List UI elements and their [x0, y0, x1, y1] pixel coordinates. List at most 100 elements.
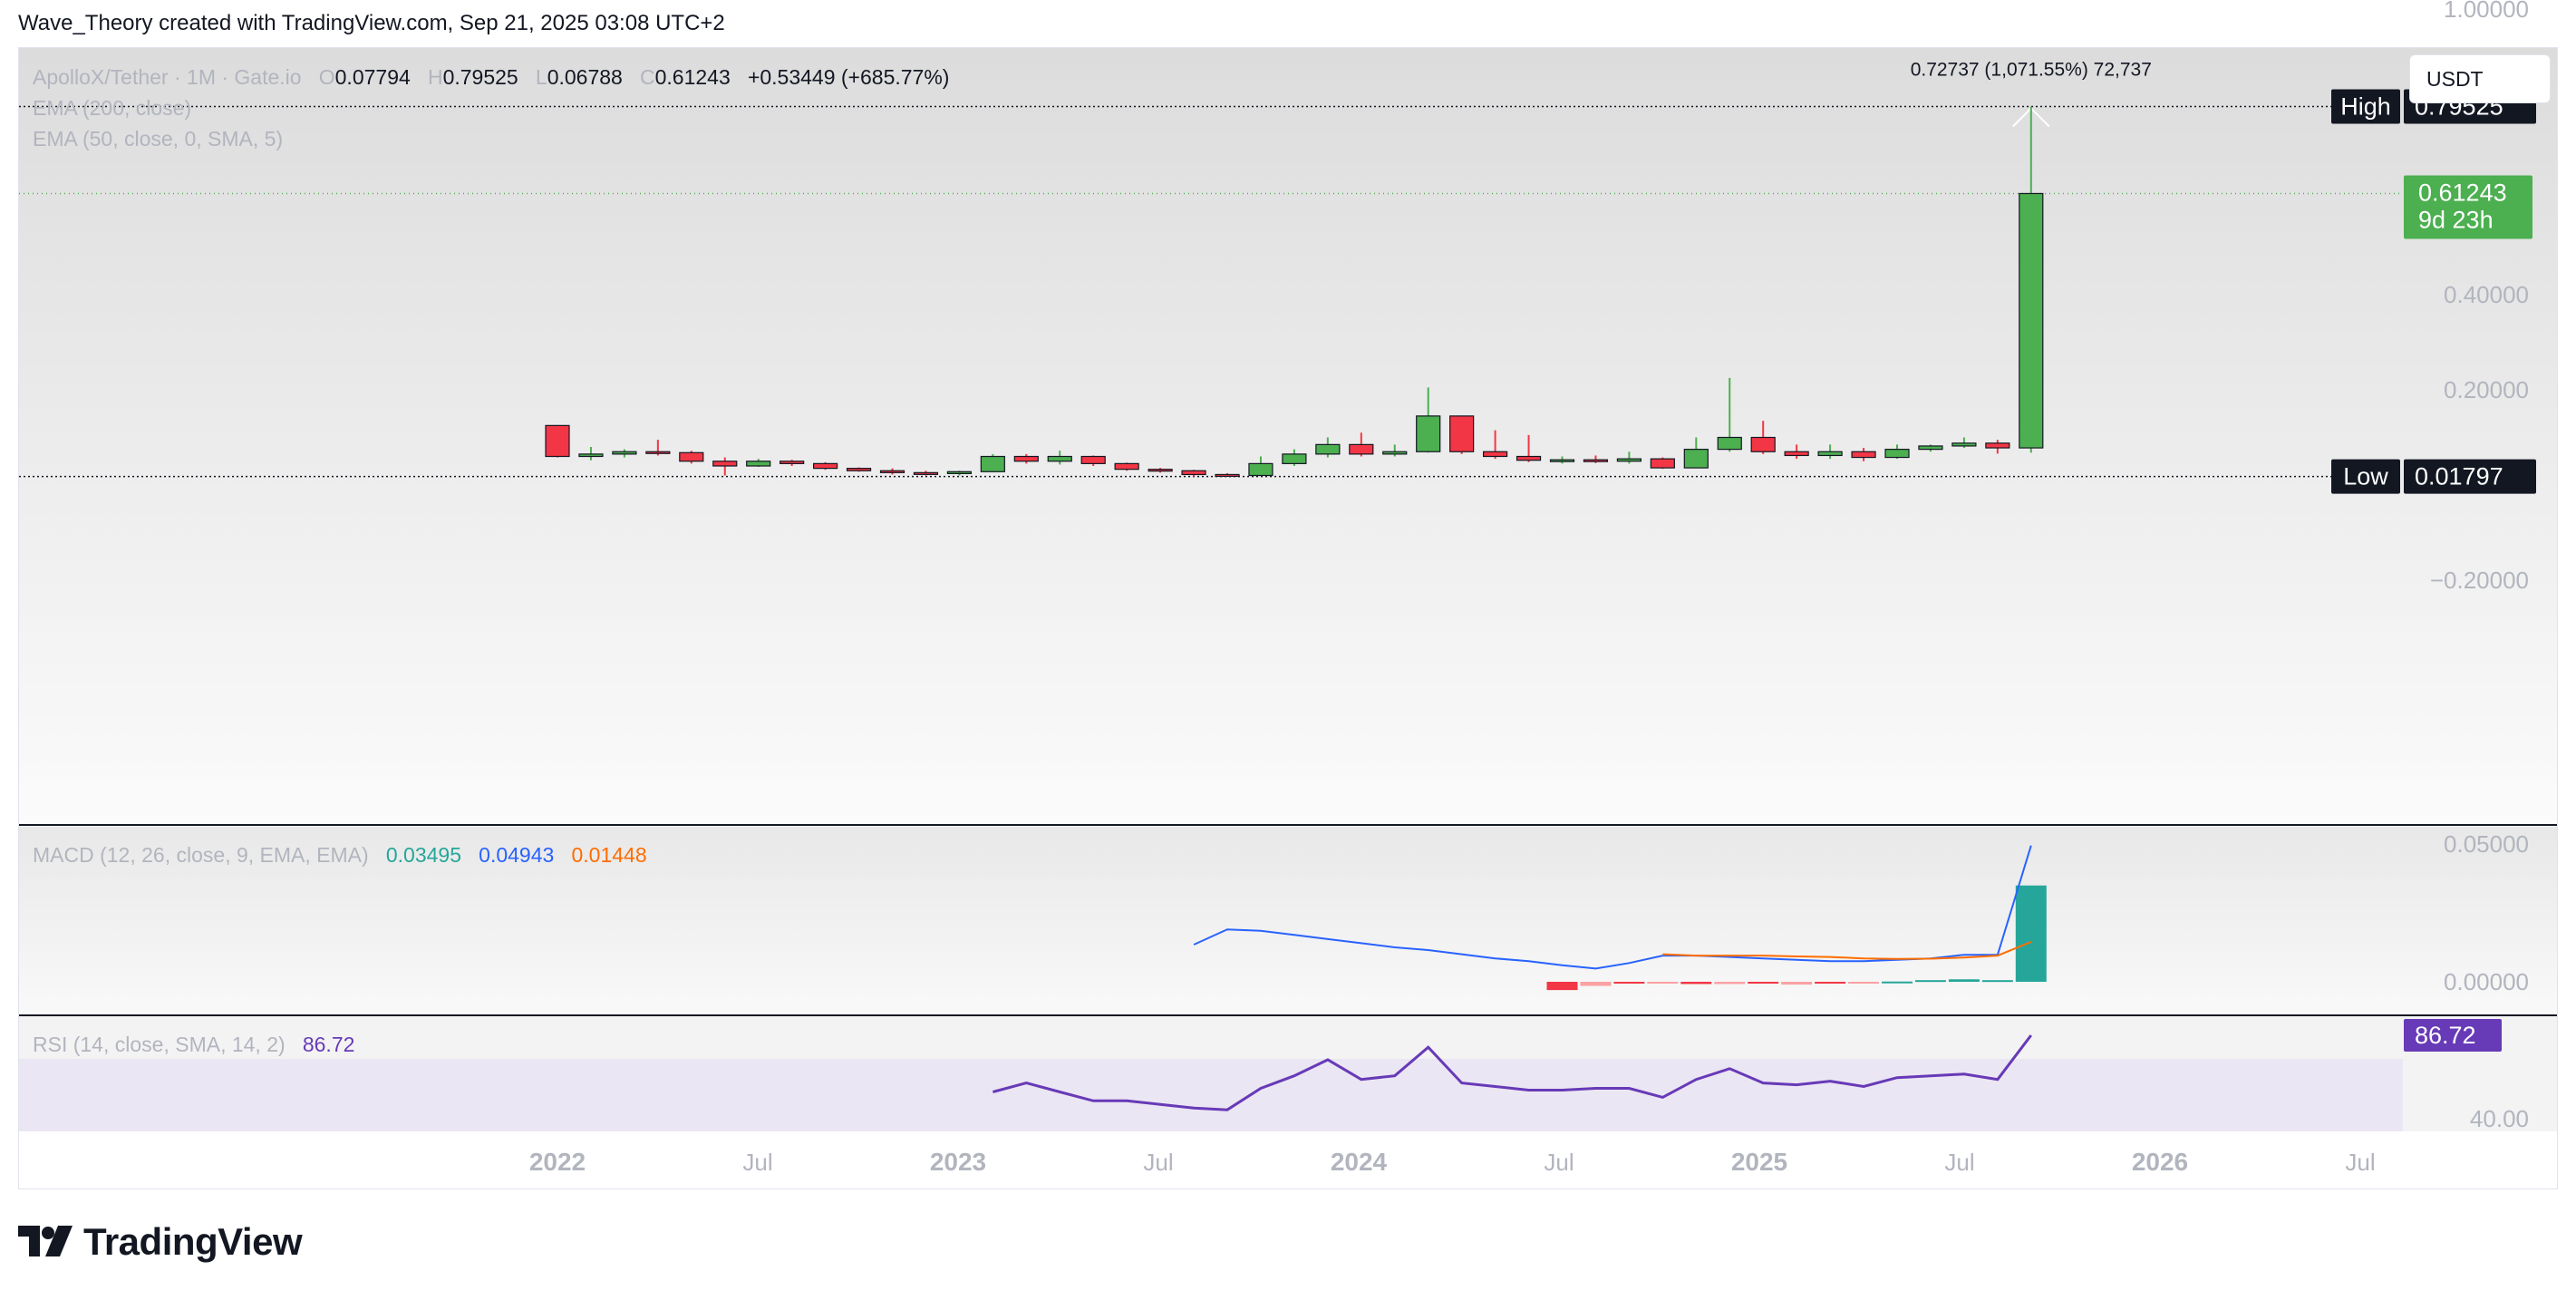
tradingview-logo[interactable]: TradingView — [18, 1220, 303, 1264]
candle-down — [1181, 470, 1206, 476]
candle-up — [1282, 453, 1307, 464]
macd-legend[interactable]: MACD (12, 26, close, 9, EMA, EMA) 0.0349… — [33, 843, 647, 868]
measure-label: 0.72737 (1,071.55%) 72,737 — [1911, 59, 2152, 80]
candle-up — [1951, 442, 1977, 447]
low-value: 0.06788 — [547, 65, 623, 89]
price-tick-label: 1.00000 — [2444, 0, 2529, 23]
low-tag-value-box — [2404, 459, 2536, 494]
macd-histogram-bar — [1714, 982, 1746, 985]
candle-up — [946, 471, 973, 474]
macd-tick-label: 0.00000 — [2444, 968, 2529, 995]
macd-histogram-bar — [1815, 982, 1846, 984]
tradingview-logo-icon — [18, 1226, 73, 1256]
macd-histogram-bar — [1580, 982, 1612, 986]
high-tag-label-box — [2331, 89, 2400, 124]
close-value: 0.61243 — [654, 65, 731, 89]
time-axis-label: 2023 — [930, 1148, 986, 1176]
macd-signal-line — [1662, 941, 2032, 960]
candle-down — [1851, 451, 1876, 459]
candle-down — [645, 451, 671, 454]
last-price-box — [2404, 175, 2532, 239]
candle-down — [913, 471, 939, 475]
candle-up — [1382, 451, 1408, 455]
price-tick-label: 0.20000 — [2444, 376, 2529, 403]
candle-up — [1047, 455, 1072, 462]
candle-down — [1215, 473, 1240, 478]
rsi-value-tag-box — [2404, 1018, 2502, 1052]
macd-histogram-bar — [1680, 982, 1712, 985]
rsi-label: RSI (14, close, SMA, 14, 2) — [33, 1033, 286, 1056]
candle-up — [1918, 445, 1943, 451]
symbol-name[interactable]: ApolloX/Tether · 1M · Gate.io — [33, 65, 302, 89]
macd-histogram-bar — [1613, 982, 1645, 984]
low-key: L — [535, 65, 547, 89]
time-axis-label: Jul — [2345, 1149, 2375, 1176]
candle-up — [1416, 415, 1441, 452]
candle-down — [846, 468, 872, 471]
candle-down — [1148, 469, 1173, 472]
macd-line-value: 0.04943 — [479, 843, 555, 867]
price-tick-label: 0.40000 — [2444, 281, 2529, 308]
price-levels: 0.72737 (1,071.55%) 72,737 — [19, 59, 2402, 478]
ema50-legend[interactable]: EMA (50, close, 0, SMA, 5) — [33, 127, 284, 150]
candle-up — [1616, 458, 1642, 462]
macd-signal-value: 0.01448 — [571, 843, 647, 867]
candle-down — [1750, 436, 1776, 452]
candle-up — [578, 453, 604, 458]
time-axis-label: 2024 — [1331, 1148, 1388, 1176]
candle-down — [1784, 451, 1809, 457]
low-tag-value: 0.01797 — [2415, 463, 2503, 490]
candle-up — [980, 455, 1005, 472]
rsi-tick-label: 40.00 — [2470, 1105, 2529, 1132]
candle-down — [1583, 459, 1609, 462]
tradingview-logo-text: TradingView — [83, 1220, 303, 1263]
countdown-value: 9d 23h — [2418, 206, 2494, 233]
macd-tick-label: 0.05000 — [2444, 830, 2529, 858]
rsi-series: 40.00 86.72 — [993, 1018, 2529, 1132]
candle-up — [746, 461, 771, 467]
change-value: +0.53449 (+685.77%) — [747, 65, 950, 89]
macd-histogram-bar — [1981, 980, 2013, 983]
time-axis: 2022 Jul 2023 Jul 2024 Jul 2025 Jul 2026 Jul — [529, 1148, 2376, 1176]
candle-up — [1248, 462, 1273, 477]
candle-up — [1717, 436, 1742, 451]
macd-histogram-bar — [1882, 981, 1913, 984]
rsi-value-tag: 86.72 — [2415, 1022, 2476, 1049]
candle-down — [1482, 451, 1508, 458]
macd-histogram-bar — [2015, 885, 2047, 982]
macd-series: 0.05000 0.00000 — [1193, 830, 2529, 995]
time-axis-label: Jul — [742, 1149, 772, 1176]
candle-up — [1549, 459, 1575, 462]
candle-down — [545, 424, 570, 458]
currency-button[interactable]: USDT — [2409, 54, 2551, 103]
main-pane-background — [19, 48, 2557, 825]
candle-down — [780, 461, 805, 464]
candlestick-series — [545, 106, 2044, 478]
chart-canvas[interactable]: 1.00000 0.40000 0.20000 −0.20000 0.72737 (1… — [0, 0, 2576, 1197]
macd-label: MACD (12, 26, close, 9, EMA, EMA) — [33, 843, 369, 867]
macd-histogram-bar — [1948, 979, 1980, 982]
candle-down — [1449, 415, 1475, 452]
candle-down — [1650, 458, 1675, 469]
candle-up — [1884, 449, 1910, 459]
candle-down — [1114, 462, 1139, 471]
rsi-line — [993, 1034, 2032, 1111]
time-axis-label: 2022 — [529, 1148, 586, 1176]
rsi-legend[interactable]: RSI (14, close, SMA, 14, 2) 86.72 — [33, 1033, 354, 1057]
time-axis-label: 2025 — [1731, 1148, 1787, 1176]
candle-down — [1013, 455, 1039, 462]
candle-down — [1516, 455, 1542, 461]
ema200-legend[interactable]: EMA (200, close) — [33, 96, 192, 120]
candle-up — [1315, 443, 1341, 455]
macd-hist-value: 0.03495 — [385, 843, 461, 867]
close-key: C — [640, 65, 655, 89]
candle-down — [879, 470, 905, 473]
price-tick-label: −0.20000 — [2430, 567, 2529, 594]
rsi-value: 86.72 — [302, 1033, 355, 1056]
macd-histogram-bar — [1647, 982, 1679, 984]
high-value: 0.79525 — [442, 65, 518, 89]
last-price-value: 0.61243 — [2418, 179, 2507, 206]
candle-down — [812, 462, 838, 470]
candle-up — [2019, 192, 2044, 449]
candle-up — [1817, 451, 1843, 457]
